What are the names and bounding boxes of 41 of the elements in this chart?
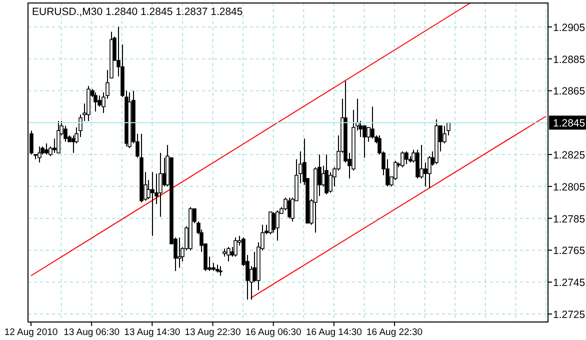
candlestick <box>428 156 432 189</box>
candlestick <box>234 236 238 258</box>
x-tick-label: 13 Aug 22:30 <box>184 327 241 338</box>
candlestick <box>64 125 68 142</box>
candlestick <box>394 160 398 181</box>
candlestick <box>38 146 42 163</box>
chart-title: EURUSD.,M30 1.2840 1.2845 1.2837 1.2845 <box>32 6 243 18</box>
y-tick-label: 1.2725 <box>553 309 586 322</box>
candlestick <box>362 125 366 158</box>
y-tick-label: 1.2885 <box>553 54 586 66</box>
x-tick-label: 16 Aug 14:30 <box>306 327 362 338</box>
y-tick-label: 1.2905 <box>553 22 586 34</box>
candlestick <box>226 246 230 262</box>
y-tick-label: 1.2825 <box>553 150 586 162</box>
candlestick <box>442 125 446 144</box>
candlestick <box>94 92 98 112</box>
candlestick <box>276 210 280 242</box>
candlestick <box>178 236 182 268</box>
candlestick <box>404 150 408 165</box>
x-tick-label: 13 Aug 06:30 <box>64 327 120 338</box>
candlestick <box>44 142 48 156</box>
y-tick-label: 1.2805 <box>553 181 586 194</box>
y-tick-label: 1.2785 <box>553 213 586 226</box>
ref-line-label: 1.2845 <box>553 118 586 130</box>
x-tick-label: 16 Aug 22:30 <box>366 327 423 338</box>
candlestick <box>324 154 328 195</box>
candlestick <box>400 150 404 168</box>
candlestick <box>370 106 374 140</box>
x-tick-label: 16 Aug 06:30 <box>245 327 302 338</box>
candlestick <box>158 152 162 218</box>
x-tick-label: 13 Aug 14:30 <box>124 327 180 338</box>
candlestick <box>56 120 60 154</box>
x-tick-label: 12 Aug 2010 <box>4 327 58 338</box>
y-tick-label: 1.2765 <box>553 245 586 258</box>
candlestick <box>98 95 102 108</box>
candlestick <box>328 172 332 194</box>
candlestick <box>416 149 420 179</box>
y-tick-label: 1.2745 <box>553 277 586 290</box>
candlestick <box>218 266 222 276</box>
candlestick <box>150 172 154 236</box>
y-tick-label: 1.2865 <box>553 86 586 98</box>
